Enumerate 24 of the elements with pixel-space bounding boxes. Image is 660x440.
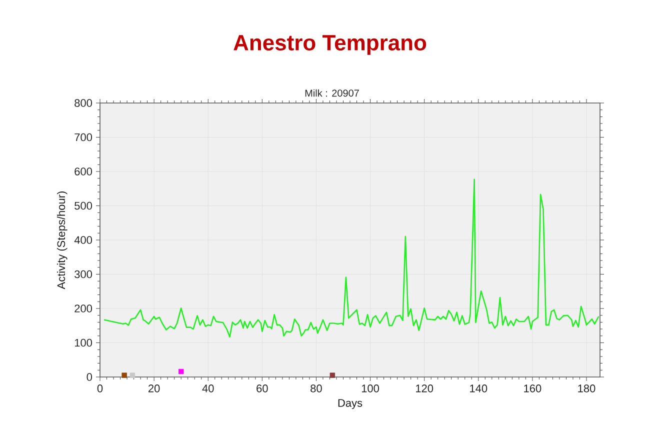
y-tick-label: 300 [74, 270, 92, 278]
x-tick-label: 40 [202, 384, 214, 392]
x-tick-label: 100 [362, 384, 380, 392]
y-tick-label: 400 [74, 236, 92, 244]
line-series [103, 178, 600, 338]
x-tick-label: 0 [97, 384, 103, 392]
x-tick-label: 80 [310, 384, 322, 392]
y-tick-label: 700 [74, 133, 92, 142]
y-tick-label: 100 [74, 338, 92, 347]
y-tick-label: 0 [86, 373, 92, 381]
x-tick-label: 120 [416, 384, 434, 392]
x-tick-label: 140 [470, 384, 488, 392]
y-tick-label: 800 [74, 99, 92, 107]
y-tick-label: 500 [74, 202, 92, 210]
y-tick-label: 200 [74, 304, 92, 312]
y-tick-label: 600 [74, 168, 92, 176]
chart-subtitle: Milk : 20907 [305, 89, 359, 97]
x-axis-title: Days [338, 399, 362, 410]
x-tick-label: 20 [148, 384, 160, 392]
x-tick-label: 180 [578, 384, 596, 392]
y-axis-title: Activity (Steps/hour) [57, 191, 68, 290]
x-tick-label: 60 [256, 384, 268, 392]
x-tick-label: 160 [524, 384, 542, 392]
chart-title: Anestro Temprano [234, 35, 426, 55]
